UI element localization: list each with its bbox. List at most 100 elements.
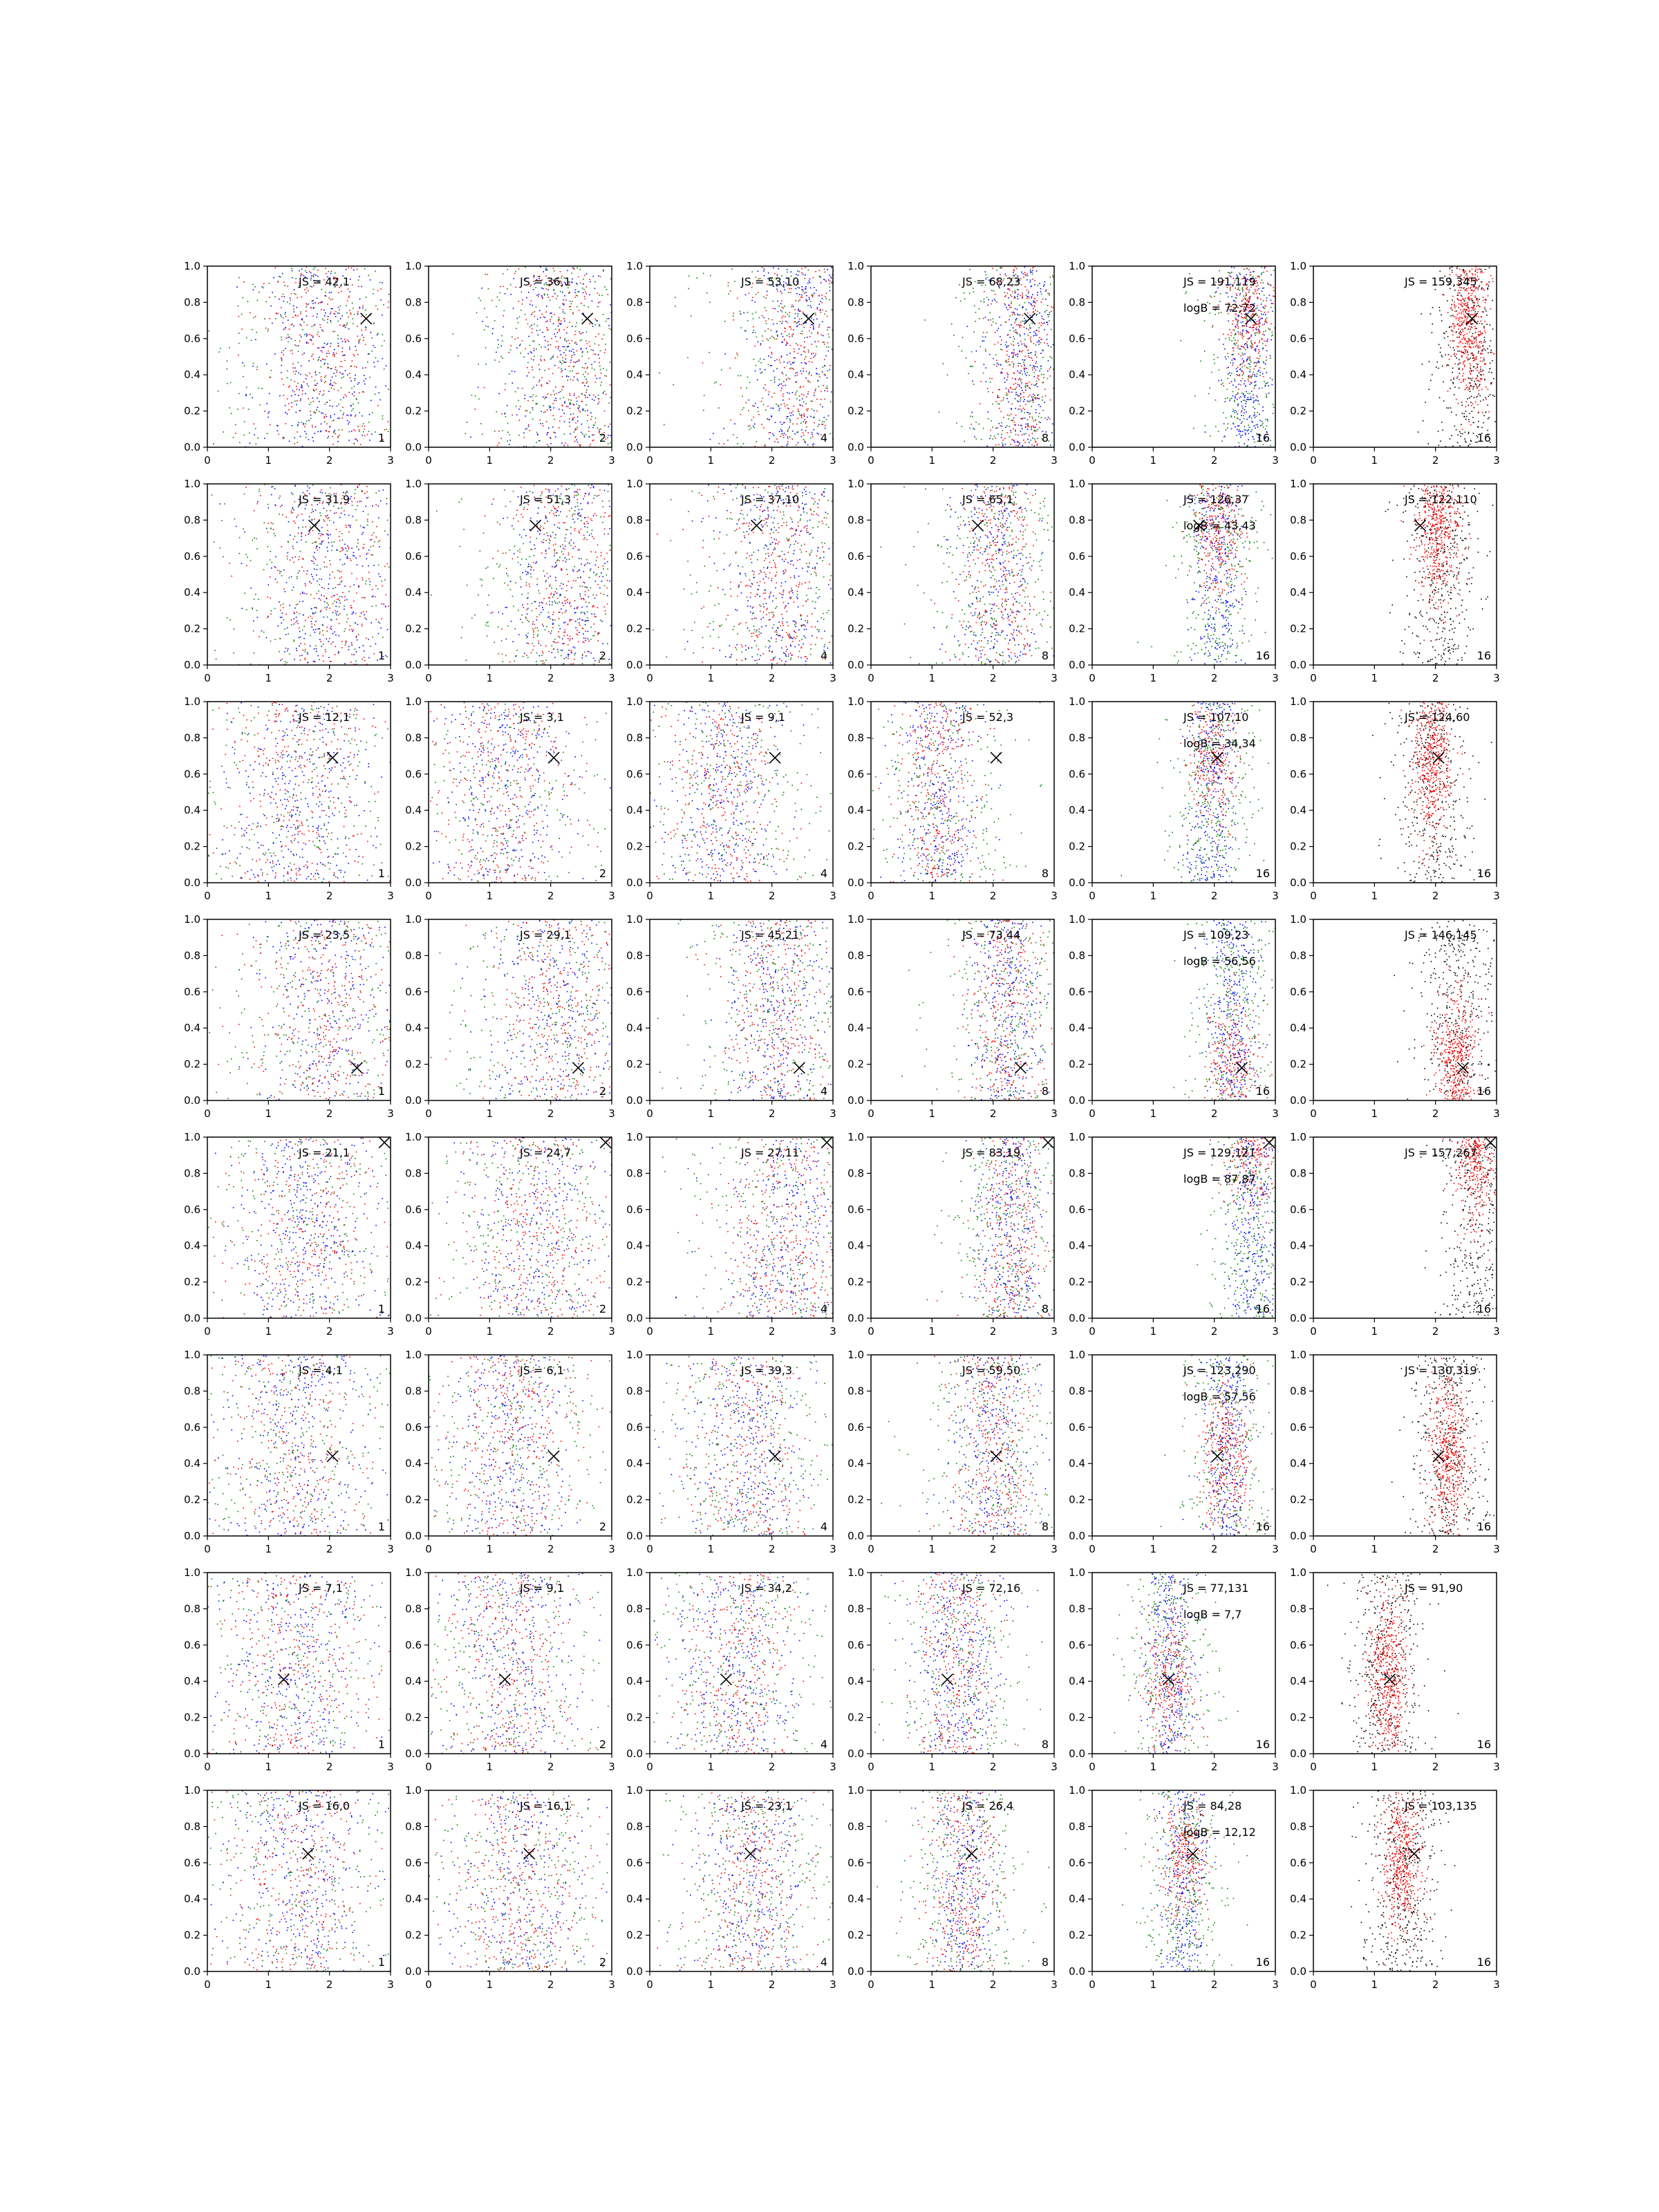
scatter-point [601, 435, 602, 436]
scatter-point [800, 417, 803, 418]
scatter-point [545, 267, 547, 269]
scatter-point [760, 362, 762, 364]
scatter-point [363, 380, 365, 382]
scatter-point [771, 416, 773, 418]
scatter-point [1257, 315, 1258, 317]
scatter-point [1035, 440, 1036, 442]
scatter-point [1027, 412, 1029, 413]
scatter-point [1470, 307, 1472, 308]
scatter-point [1025, 427, 1027, 429]
scatter-point [1457, 350, 1459, 352]
scatter-point [788, 333, 790, 335]
scatter-point [1471, 298, 1473, 299]
scatter-point [780, 357, 782, 358]
scatter-point [718, 442, 720, 444]
scatter-point [973, 427, 974, 429]
logb-annotation: logB = 72,72 [1183, 301, 1256, 315]
scatter-point [500, 335, 503, 337]
scatter-point [1481, 270, 1483, 272]
axes-frame [870, 265, 1055, 448]
scatter-point [362, 334, 363, 336]
scatter-point [1025, 294, 1027, 296]
scatter-point [1236, 374, 1237, 375]
scatter-point [354, 430, 356, 432]
y-tick-label: 0.0 [184, 441, 200, 453]
scatter-point [1027, 335, 1029, 337]
scatter-point [282, 322, 284, 324]
scatter-point [575, 436, 577, 438]
scatter-point [1269, 440, 1271, 442]
scatter-point [1473, 343, 1474, 344]
scatter-point [1458, 387, 1460, 389]
scatter-point [767, 283, 768, 285]
scatter-point [794, 350, 795, 353]
scatter-point [571, 356, 572, 358]
scatter-point [1472, 335, 1473, 337]
scatter-point [1035, 409, 1037, 411]
scatter-point [972, 380, 973, 382]
scatter-point [1469, 443, 1471, 445]
scatter-point [327, 367, 329, 369]
scatter-point [356, 268, 358, 270]
scatter-point [296, 307, 298, 308]
scatter-point [748, 399, 749, 401]
scatter-point [1244, 310, 1246, 312]
scatter-point [1239, 292, 1241, 294]
scatter-point [688, 275, 690, 276]
scatter-point [1027, 275, 1029, 276]
scatter-point [1480, 281, 1482, 283]
scatter-point [608, 426, 610, 428]
scatter-point [516, 328, 517, 330]
scatter-point [782, 381, 785, 382]
scatter-point [740, 313, 742, 315]
scatter-point [814, 341, 816, 343]
scatter-point [771, 365, 772, 366]
scatter-point [1017, 313, 1018, 315]
scatter-point [338, 292, 339, 294]
scatter-point [1240, 355, 1241, 357]
scatter-point [364, 425, 366, 427]
scatter-point [1249, 359, 1251, 362]
scatter-point [1467, 341, 1468, 343]
scatter-point [807, 393, 809, 395]
scatter-point [1463, 277, 1465, 279]
scatter-point [271, 322, 273, 324]
scatter-point [766, 290, 768, 292]
scatter-point [1235, 297, 1237, 299]
scatter-point [1455, 414, 1457, 415]
scatter-point [1266, 317, 1268, 319]
scatter-point [487, 326, 489, 328]
scatter-point [1469, 346, 1470, 347]
scatter-point [814, 395, 815, 396]
scatter-point [1014, 378, 1016, 379]
scatter-point [1484, 364, 1486, 365]
scatter-point [1246, 430, 1248, 432]
scatter-point [598, 401, 600, 403]
scatter-point [363, 339, 364, 341]
scatter-point [780, 404, 782, 406]
scatter-point [364, 375, 365, 376]
scatter-point [325, 312, 326, 314]
scatter-point [1479, 323, 1481, 325]
scatter-point [1251, 420, 1253, 422]
scatter-point [323, 358, 324, 360]
scatter-point [764, 444, 766, 446]
scatter-point [518, 420, 521, 421]
scatter-point [1465, 327, 1466, 329]
scatter-point [1240, 384, 1241, 386]
scatter-point [1250, 320, 1252, 322]
scatter-point [346, 420, 348, 422]
scatter-point [1035, 382, 1038, 384]
scatter-point [565, 406, 568, 407]
scatter-point [780, 300, 782, 301]
scatter-point [324, 376, 326, 378]
scatter-point [281, 272, 283, 274]
scatter-point [554, 314, 555, 315]
scatter-point [762, 340, 764, 341]
scatter-point [1251, 342, 1253, 344]
scatter-point [1489, 362, 1491, 364]
scatter-point [281, 351, 283, 353]
scatter-point [1234, 279, 1236, 281]
scatter-point [554, 432, 556, 433]
scatter-point [780, 422, 781, 423]
